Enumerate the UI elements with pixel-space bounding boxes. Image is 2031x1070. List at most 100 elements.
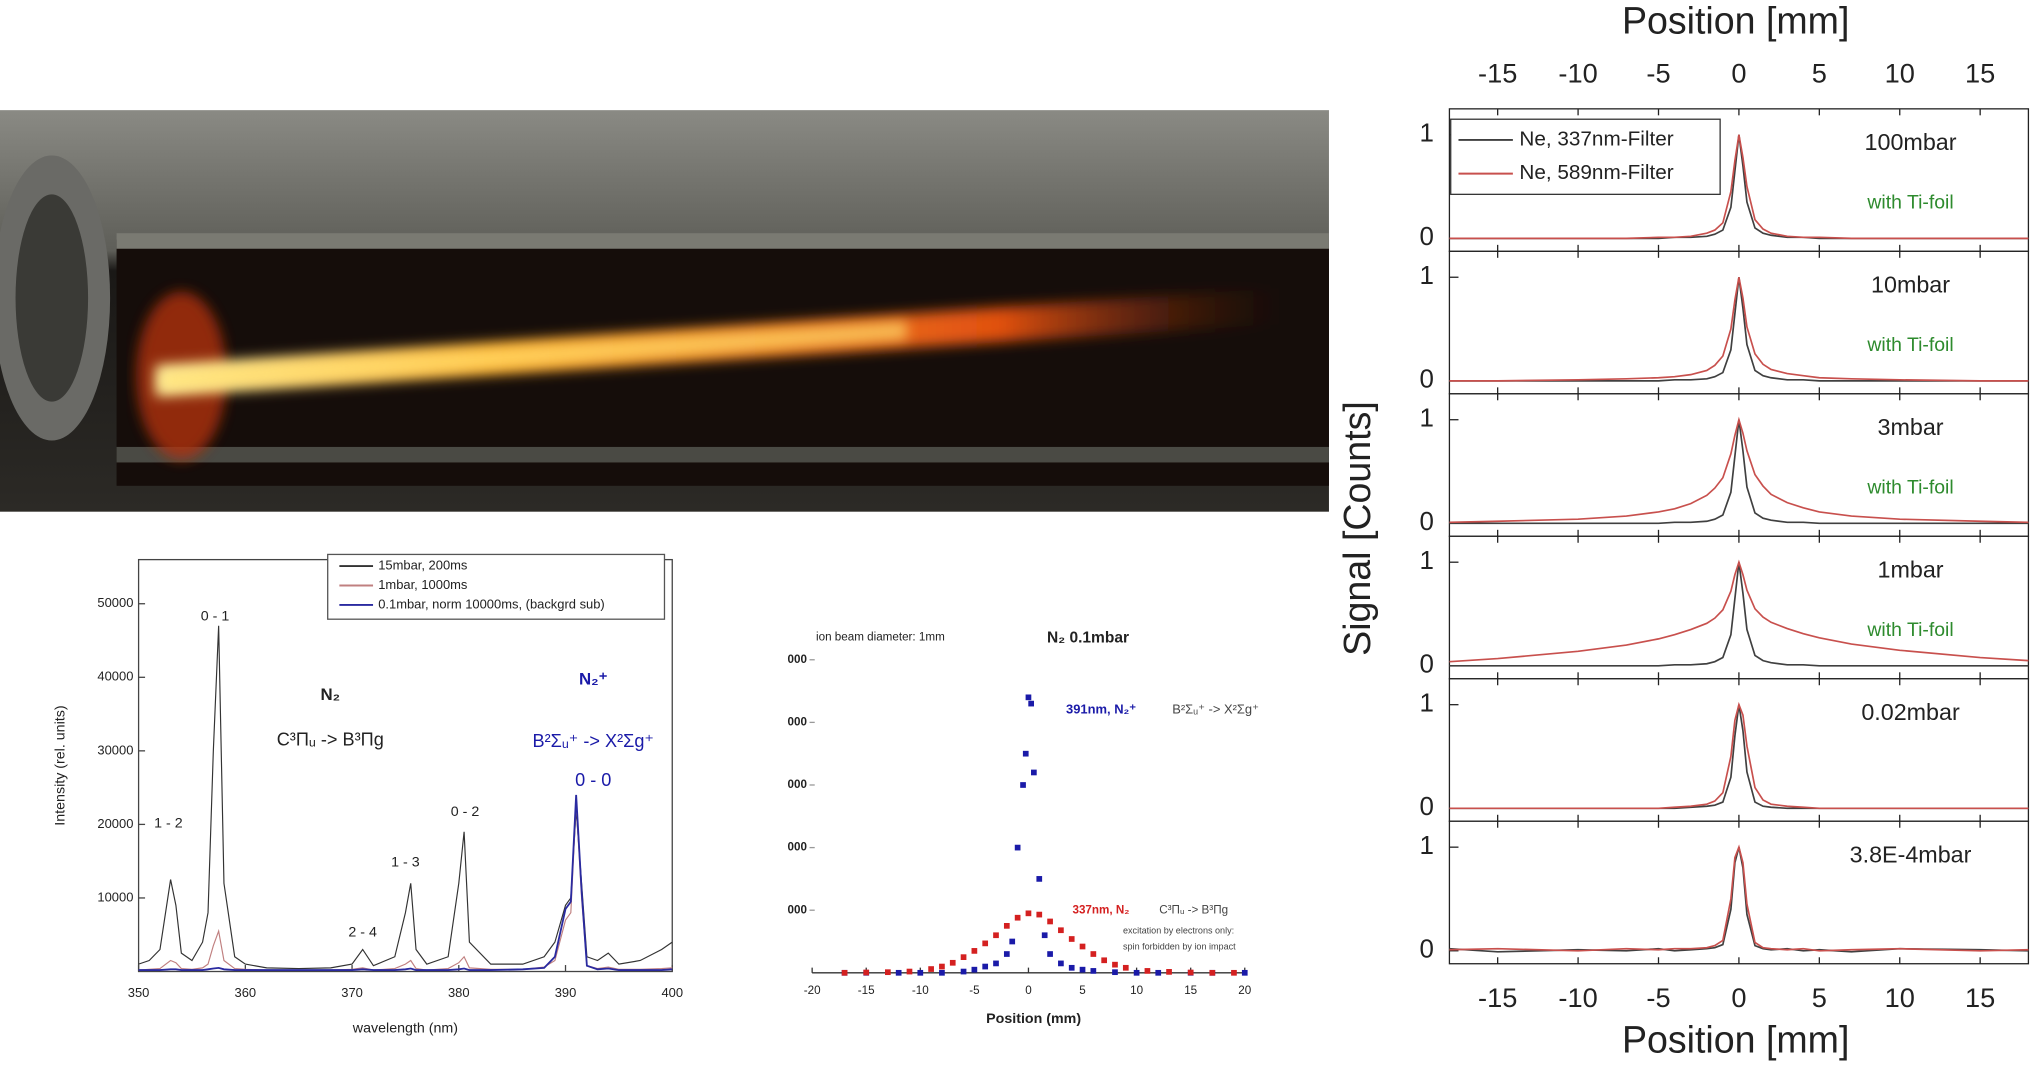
data-point [1241, 969, 1248, 976]
data-point [1003, 951, 1010, 957]
data-point [1122, 964, 1129, 971]
panel-note: with Ti-foil [1866, 476, 1953, 498]
data-point [1041, 932, 1048, 939]
x-tick-label: -10 [1558, 57, 1597, 88]
panel-frame [1448, 250, 2030, 395]
data-point [1009, 938, 1016, 945]
series-line [1449, 701, 2029, 810]
data-point [993, 960, 999, 967]
panel-note: with Ti-foil [1866, 192, 1953, 214]
annotation: 0 - 2 [451, 804, 480, 820]
annotation: 2 - 4 [348, 924, 377, 940]
data-point [917, 969, 924, 976]
y-tick-label: 1 [1419, 690, 1433, 718]
panel-label: 10mbar [1871, 271, 1950, 297]
x-tick-label: 10 [1885, 982, 1915, 1013]
x-tick-label: 380 [448, 985, 470, 1000]
panel-label: 100mbar [1865, 129, 1957, 155]
profile-chart: -20 -15 -10 -5 0 5 10 15 20 000 000 000 000 000 Positi… [788, 630, 1259, 1027]
data-point [906, 968, 913, 975]
y-tick-label: 0 [1419, 223, 1433, 251]
data-point [960, 954, 967, 961]
data-point [939, 963, 945, 970]
x-axis-label: Position [mm] [1622, 1019, 1849, 1061]
y-tick-label: 1 [1419, 262, 1433, 290]
data-point [960, 968, 967, 975]
annotation: N₂ [320, 685, 340, 704]
y-tick-label: 40000 [97, 669, 133, 684]
x-tick-label: 370 [341, 985, 363, 1000]
series-label: 337nm, N₂ [1072, 904, 1129, 917]
data-point [1079, 966, 1086, 973]
y-tick-label: 1 [1419, 547, 1433, 575]
series-line [1449, 277, 2029, 382]
x-tick-label: -10 [1558, 982, 1597, 1013]
y-tick-label: 0 [1419, 651, 1433, 679]
data-point [939, 969, 945, 976]
x-tick-label: 15 [1184, 984, 1197, 997]
panel-note: with Ti-foil [1866, 334, 1953, 356]
x-tick-label: 360 [235, 985, 257, 1000]
x-tick-label: -10 [912, 984, 929, 997]
data-point [1068, 936, 1075, 942]
legend-label: 0.1mbar, norm 10000ms, (backgrd sub) [378, 596, 605, 611]
data-point [1036, 876, 1043, 882]
legend-label: Ne, 337nm-Filter [1519, 127, 1673, 150]
data-point [885, 969, 891, 976]
data-point [841, 969, 848, 976]
y-tick-label: 0 [1419, 508, 1433, 536]
data-point [982, 963, 989, 970]
data-point [928, 966, 934, 972]
x-tick-label: 10 [1130, 984, 1143, 997]
y-axis-label: Intensity (rel. units) [53, 705, 69, 825]
data-point [1079, 943, 1086, 950]
chart-title: N₂ 0.1mbar [1047, 630, 1129, 647]
data-point [1231, 969, 1237, 976]
annotation: spin forbidden by ion impact [1123, 941, 1236, 951]
data-point [1036, 911, 1043, 918]
x-tick-label: -15 [1478, 57, 1517, 88]
annotation: C³Πᵤ -> B³Πg [277, 730, 384, 750]
y-tick-label: 0 [1419, 936, 1433, 964]
data-point [1068, 964, 1075, 971]
y-tick-label: 0 [1419, 366, 1433, 394]
legend-box [1450, 118, 1721, 195]
data-point [1058, 960, 1064, 967]
panel-chart: 0 1 100mbar with Ti-foil 0 1 10mbar with Ti-foi… [1336, 0, 2030, 1061]
legend-label: Ne, 589nm-Filter [1519, 161, 1673, 184]
spectrum-chart: 350 360 370 380 390 400 10000 20000 30000 40000 50… [53, 553, 683, 1036]
data-point [1166, 969, 1172, 975]
y-tick-label: 000 [788, 715, 807, 728]
y-tick-label: 1 [1419, 832, 1433, 860]
data-point [971, 948, 978, 954]
y-tick-label: 000 [788, 778, 807, 791]
x-tick-label: 10 [1885, 57, 1915, 88]
chart-subtitle: ion beam diameter: 1mm [816, 630, 945, 643]
data-point [1020, 782, 1026, 788]
data-point [1101, 957, 1108, 964]
series-label: 391nm, N₂⁺ [1066, 701, 1136, 716]
x-tick-label: 15 [1965, 57, 1995, 88]
data-point [1112, 961, 1118, 968]
panel-label: 3mbar [1878, 414, 1944, 440]
series-line [1449, 416, 2029, 524]
data-point [1014, 844, 1021, 851]
x-tick-label: -5 [1646, 982, 1670, 1013]
x-tick-label: 5 [1812, 57, 1827, 88]
data-point [1090, 968, 1097, 974]
x-tick-label: -15 [1478, 982, 1517, 1013]
data-point [1112, 969, 1118, 976]
annotation: N₂⁺ [579, 670, 608, 689]
data-point [1031, 769, 1037, 776]
x-tick-label: 5 [1079, 984, 1085, 997]
x-tick-label: 15 [1965, 982, 1995, 1013]
y-axis-label: Signal [Counts] [1336, 401, 1378, 656]
data-point [993, 932, 999, 939]
data-point [1025, 694, 1032, 701]
annotation: excitation by electrons only: [1123, 926, 1234, 936]
annotation: B²Σᵤ⁺ -> X²Σg⁺ [532, 731, 654, 751]
panel-label: 0.02mbar [1861, 699, 1960, 725]
x-tick-label: -5 [969, 984, 979, 997]
x-tick-label: -5 [1646, 57, 1670, 88]
